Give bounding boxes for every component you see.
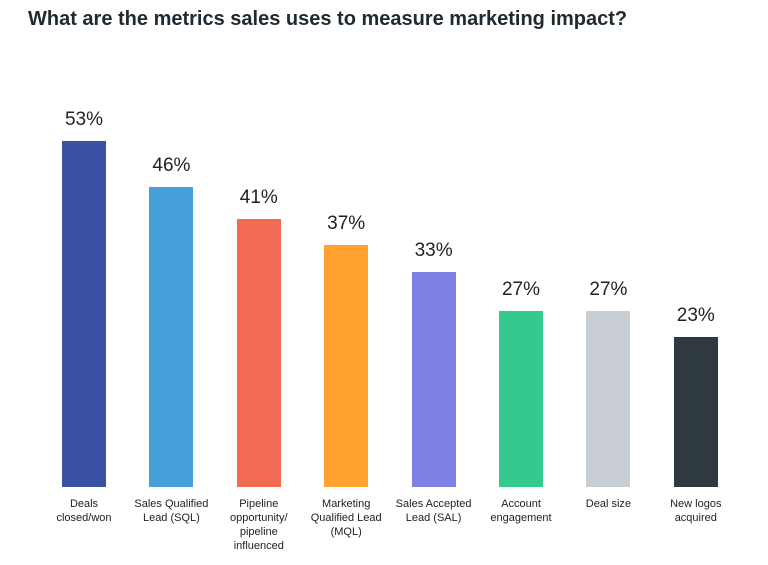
bar xyxy=(149,186,194,487)
value-label: 23% xyxy=(676,304,715,326)
bar xyxy=(673,336,718,487)
x-tick-label: Sales Accepted Lead (SAL) xyxy=(395,498,472,524)
bar xyxy=(62,141,106,487)
value-label: 41% xyxy=(239,187,278,209)
value-label: 53% xyxy=(64,109,104,130)
x-tick-label: Pipeline opportunity/ pipeline influence… xyxy=(230,498,288,552)
value-label: 33% xyxy=(414,239,453,261)
chart-title: What are the metrics sales uses to measu… xyxy=(28,8,628,30)
bar xyxy=(499,310,543,487)
value-label: 27% xyxy=(501,278,541,300)
bar xyxy=(236,219,281,487)
bar xyxy=(324,245,369,487)
x-tick-label: Deals closed/won xyxy=(56,498,112,524)
value-label: 27% xyxy=(589,278,628,300)
bar xyxy=(586,310,631,487)
x-tick-label: Marketing Qualified Lead (MQL) xyxy=(310,498,382,538)
bar xyxy=(411,271,456,487)
x-tick-label: Sales Qualified Lead (SQL) xyxy=(134,498,209,524)
x-tick-label: Account engagement xyxy=(490,498,552,524)
x-tick-label: New logos acquired xyxy=(670,498,722,524)
value-label: 46% xyxy=(152,154,191,176)
value-label: 37% xyxy=(327,213,366,235)
x-tick-label: Deal size xyxy=(585,498,632,510)
